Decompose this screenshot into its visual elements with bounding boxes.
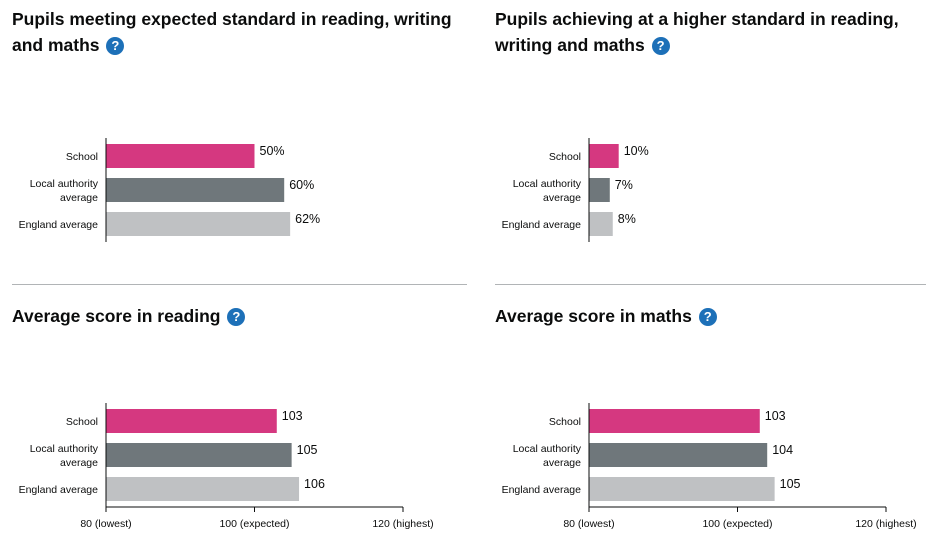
category-label: Local authority <box>30 178 99 190</box>
divider-left <box>12 284 467 285</box>
data-label: 106 <box>304 477 325 491</box>
x-tick-label: 120 (highest) <box>372 518 433 530</box>
category-label: Local authority <box>513 178 582 190</box>
data-label: 103 <box>282 409 303 423</box>
bar-school <box>589 144 619 168</box>
category-label: average <box>60 457 98 469</box>
category-label: School <box>66 151 98 163</box>
bar-local-authority-average <box>106 443 292 467</box>
category-label: England average <box>502 219 582 231</box>
category-label: School <box>549 416 581 428</box>
chart-title: Average score in maths ? <box>495 303 926 329</box>
data-label: 10% <box>624 144 649 158</box>
category-label: England average <box>19 484 99 496</box>
chart-panel-higher-standard: Pupils achieving at a higher standard in… <box>495 6 926 284</box>
bar-chart-maths-score: 103 School 104 Local authority average 105 Eng… <box>502 403 917 530</box>
bar-chart-expected-standard: 50% School 60% Local authority average 62% Eng… <box>19 138 320 242</box>
data-label: 105 <box>780 477 801 491</box>
question-mark-icon[interactable]: ? <box>651 37 670 55</box>
chart-title: Pupils achieving at a higher standard in… <box>495 6 926 58</box>
bar-local-authority-average <box>589 443 768 467</box>
bar-local-authority-average <box>589 178 610 202</box>
bar-school <box>106 409 277 433</box>
data-label: 62% <box>295 212 320 226</box>
chart-title-text: Average score in maths <box>495 306 692 326</box>
chart-panel-reading-score: Average score in reading ? 103 School 105 L… <box>12 303 467 540</box>
category-label: Local authority <box>513 443 582 455</box>
category-label: School <box>66 416 98 428</box>
x-tick-label: 80 (lowest) <box>80 518 131 530</box>
bar-school <box>106 144 255 168</box>
category-label: average <box>60 192 98 204</box>
category-label: Local authority <box>30 443 99 455</box>
data-label: 50% <box>260 144 285 158</box>
bar-england-average <box>106 477 300 501</box>
x-tick-label: 100 (expected) <box>702 518 772 530</box>
x-tick-label: 120 (highest) <box>855 518 916 530</box>
chart-title-text: Average score in reading <box>12 306 221 326</box>
chart-title-text: Pupils achieving at a higher standard in… <box>495 9 899 55</box>
question-mark-icon[interactable]: ? <box>106 37 125 55</box>
chart-panel-expected-standard: Pupils meeting expected standard in read… <box>12 6 467 284</box>
category-label: England average <box>502 484 582 496</box>
x-tick-label: 100 (expected) <box>219 518 289 530</box>
bar-chart-reading-score: 103 School 105 Local authority average 106 Eng… <box>19 403 434 530</box>
bar-chart-higher-standard: 10% School 7% Local authority average 8% Engla… <box>502 138 649 242</box>
divider-right <box>495 284 926 285</box>
bar-england-average <box>589 477 775 501</box>
category-label: School <box>549 151 581 163</box>
category-label: England average <box>19 219 99 231</box>
chart-title: Pupils meeting expected standard in read… <box>12 6 467 58</box>
chart-title: Average score in reading ? <box>12 303 467 329</box>
x-tick-label: 80 (lowest) <box>563 518 614 530</box>
data-label: 105 <box>297 443 318 457</box>
bar-local-authority-average <box>106 178 285 202</box>
data-label: 7% <box>615 178 633 192</box>
data-label: 8% <box>618 212 636 226</box>
question-mark-icon[interactable]: ? <box>227 308 246 326</box>
chart-title-text: Pupils meeting expected standard in read… <box>12 9 452 55</box>
bar-england-average <box>589 212 613 236</box>
chart-panel-maths-score: Average score in maths ? 103 School 104 Loc… <box>495 303 926 540</box>
question-mark-icon[interactable]: ? <box>698 308 717 326</box>
category-label: average <box>543 457 581 469</box>
data-label: 60% <box>289 178 314 192</box>
bar-england-average <box>106 212 291 236</box>
category-label: average <box>543 192 581 204</box>
data-label: 103 <box>765 409 786 423</box>
bar-school <box>589 409 760 433</box>
data-label: 104 <box>772 443 793 457</box>
